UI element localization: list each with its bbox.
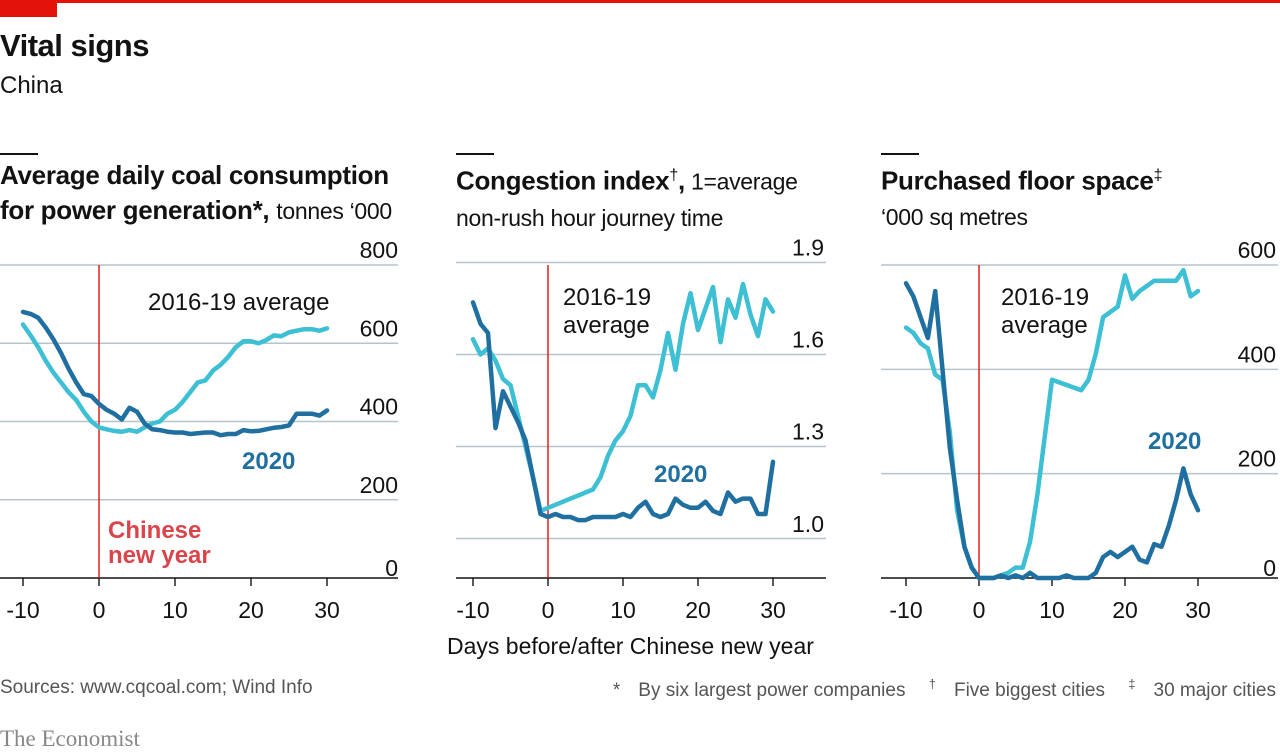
panel-2-rule: [456, 153, 494, 155]
panel-3-x-tick-label: 20: [1112, 597, 1138, 623]
x-axis-title: Days before/after Chinese new year: [447, 633, 814, 659]
footnote-1-text: By six largest power companies: [638, 680, 906, 702]
panel-2-x-tick-label: 30: [760, 597, 786, 623]
panel-1-2020-label: 2020: [242, 448, 295, 475]
footnote-2-mark: †: [928, 677, 936, 692]
economist-logo: The Economist: [0, 726, 140, 751]
footnote-3-mark: ‡: [1128, 677, 1136, 692]
panel-1-y-tick-label: 400: [360, 394, 398, 420]
panel-2-heading-comma: ,: [677, 165, 685, 196]
footnote-3-text: 30 major cities: [1153, 680, 1277, 702]
panel-3-y-tick-label: 400: [1238, 341, 1276, 367]
page-subtitle: China: [0, 72, 63, 99]
panel-2-x-tick-label: -10: [456, 597, 489, 623]
panel-3-y-tick-label: 600: [1238, 237, 1276, 263]
panel-3-series-2020-line: [903, 281, 1201, 581]
panel-1-x-tick-label: -10: [6, 597, 39, 623]
panel-3-x-tick-label: 0: [973, 597, 986, 623]
panel-1-y-tick-label: 600: [360, 315, 398, 341]
panel-2-avg-label-line2: average: [563, 312, 650, 339]
footnotes: * By six largest power companies † Five bi…: [577, 677, 1276, 702]
panel-1-x-tick-label: 20: [238, 597, 264, 623]
panel-2-x-tick-label: 10: [610, 597, 636, 623]
panel-1-avg-label: 2016-19 average: [148, 289, 329, 316]
panel-3-heading-title: Purchased floor space: [881, 165, 1154, 196]
footnote-2-text: Five biggest cities: [953, 680, 1105, 702]
panel-3-y-tick-label: 0: [1263, 555, 1276, 581]
new-year-label-line1: Chinese: [108, 517, 201, 544]
panel-3-avg-label-line2: average: [1001, 312, 1088, 339]
footnote-1-mark: *: [612, 680, 621, 702]
panel-1-x-tick-label: 0: [93, 597, 106, 623]
panel-2-heading: Congestion index†, 1=average non-rush ho…: [456, 158, 798, 236]
footnote-3: ‡ 30 major cities: [1128, 677, 1277, 702]
new-year-label-line2: new year: [108, 542, 211, 569]
panel-3-y-tick-label: 200: [1238, 446, 1276, 472]
panel-2-y-tick-label: 1.6: [792, 327, 824, 353]
panel-1-rule: [0, 153, 38, 155]
panel-3-x-tick-label: -10: [889, 597, 922, 623]
panel-2-x-tick-label: 0: [542, 597, 555, 623]
panel-3-x-tick-label: 10: [1039, 597, 1065, 623]
panel-1-heading-line2: for power generation*,: [0, 195, 270, 225]
panel-3-avg-label-line1: 2016-19: [1001, 284, 1089, 311]
brand-tab: [0, 0, 57, 17]
source-note: Sources: www.cqcoal.com; Wind Info: [0, 677, 313, 698]
panel-1-y-tick-label: 200: [360, 472, 398, 498]
panel-1-heading: Average daily coal consumption for power…: [0, 158, 392, 229]
panel-1-heading-line1: Average daily coal consumption: [0, 160, 389, 190]
panel-2-y-tick-label: 1.0: [792, 511, 824, 537]
panel-2-unit: non-rush hour journey time: [456, 204, 724, 231]
panel-2-series-2020-line: [470, 300, 776, 523]
footnote-1: * By six largest power companies: [595, 680, 906, 701]
panel-2-heading-rest: 1=average: [684, 168, 798, 195]
panel-3-double-dagger: ‡: [1153, 167, 1163, 184]
panel-1-unit: tonnes ‘000: [276, 198, 392, 224]
panel-2-2020-label: 2020: [654, 461, 707, 488]
panel-1-x-tick-label: 30: [314, 597, 340, 623]
footnote-2: † Five biggest cities: [928, 677, 1105, 702]
panel-2-y-tick-label: 1.3: [792, 419, 824, 445]
panel-3-unit: ‘000 sq metres: [881, 203, 1028, 230]
page-title: Vital signs: [0, 28, 150, 63]
panel-2-dagger: †: [669, 167, 678, 184]
panel-3-rule: [881, 153, 919, 155]
top-rule: [0, 0, 1280, 3]
panel-1-series-2020-line: [20, 309, 330, 438]
panel-2-y-tick-label: 1.9: [792, 235, 824, 261]
panel-1-x-tick-label: 10: [162, 597, 188, 623]
panel-1-y-tick-label: 800: [360, 237, 398, 263]
panel-2-x-tick-label: 20: [685, 597, 711, 623]
panel-2-avg-label-line1: 2016-19: [563, 284, 651, 311]
panel-1-series-avg-line: [20, 322, 330, 434]
panel-3-x-tick-label: 30: [1185, 597, 1211, 623]
panel-3-heading: Purchased floor space‡ ‘000 sq metres: [881, 158, 1162, 235]
panel-2-heading-title: Congestion index: [456, 165, 670, 196]
panel-3-2020-label: 2020: [1148, 428, 1201, 455]
panel-1-y-tick-label: 0: [385, 555, 398, 581]
